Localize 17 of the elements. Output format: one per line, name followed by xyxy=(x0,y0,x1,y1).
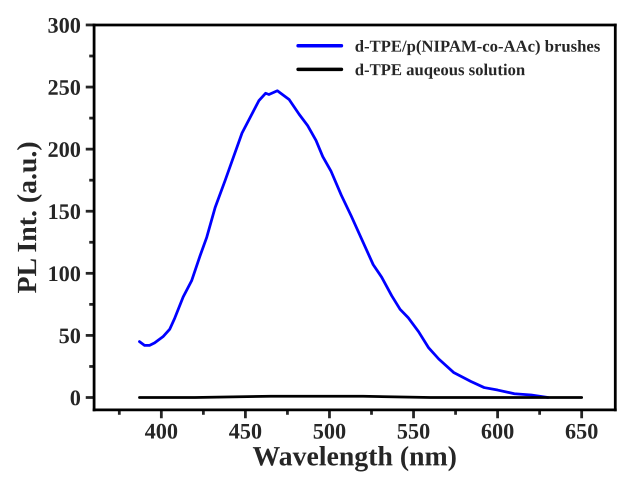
x-axis-title: Wavelength (nm) xyxy=(252,446,456,472)
y-axis-title: PL Int. (a.u.) xyxy=(16,142,42,293)
x-tick-label: 600 xyxy=(482,424,514,439)
x-tick-label: 450 xyxy=(229,424,262,439)
x-tick-label: 550 xyxy=(398,424,430,439)
y-tick-label: 200 xyxy=(48,142,80,158)
y-tick-label: 0 xyxy=(70,390,80,406)
y-tick-label: 300 xyxy=(48,18,80,33)
x-tick-label: 500 xyxy=(314,424,346,439)
y-tick-label: 150 xyxy=(49,204,80,220)
x-tick-label: 650 xyxy=(566,424,598,439)
y-tick-label: 100 xyxy=(49,266,80,282)
legend-label: d-TPE auqeous solution xyxy=(355,64,525,79)
legend-label: d-TPE/p(NIPAM-co-AAc) brushes xyxy=(355,40,600,56)
y-tick-label: 50 xyxy=(60,328,80,344)
x-tick-label: 400 xyxy=(144,424,178,439)
y-tick-label: 250 xyxy=(48,80,80,95)
